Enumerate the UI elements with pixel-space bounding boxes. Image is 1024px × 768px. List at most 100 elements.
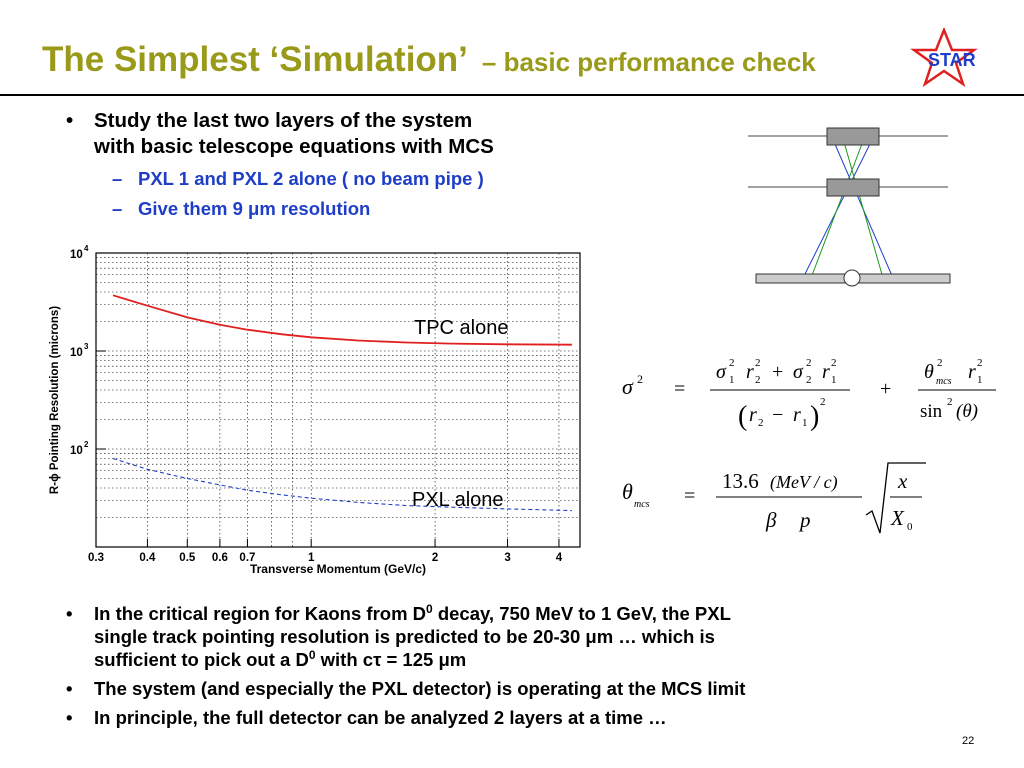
sub-bullet-1-text: PXL 1 and PXL 2 alone ( no beam pipe ) bbox=[138, 168, 484, 189]
f2-lhs-sub: mcs bbox=[634, 499, 650, 510]
y-tick-label: 10 bbox=[70, 445, 83, 457]
x-tick-label: 0.7 bbox=[239, 552, 255, 564]
series-line-tpc bbox=[112, 294, 572, 346]
track-blue-2 bbox=[827, 127, 894, 279]
f2-beta: β bbox=[765, 508, 777, 532]
bullet-glyph: • bbox=[66, 678, 73, 699]
series-label-pxl: PXL alone bbox=[412, 489, 504, 511]
f1-den-rparen: ) bbox=[810, 401, 819, 432]
b1-l3-pre: sufficient to pick out a D bbox=[94, 649, 309, 670]
y-tick-label: 10 bbox=[70, 249, 83, 261]
f2-X0-sub: 0 bbox=[907, 521, 913, 533]
f1-lhs-exp: 2 bbox=[637, 372, 643, 386]
f1-num-sigma1: σ bbox=[716, 361, 727, 383]
pxl-layer-1 bbox=[826, 178, 880, 197]
track-blue-1 bbox=[802, 127, 879, 279]
f1-num-sigma2-sub: 2 bbox=[806, 374, 812, 386]
chart-grid bbox=[95, 253, 580, 547]
top-bullet-list: • Study the last two layers of the syste… bbox=[66, 108, 626, 228]
b1-l2-post: m … which is bbox=[596, 626, 715, 647]
bottom-bullet-3-text: In principle, the full detector can be a… bbox=[94, 707, 667, 728]
logo-star-icon bbox=[910, 28, 978, 88]
b1-l1-post: decay, 750 MeV to 1 GeV, the PXL bbox=[432, 603, 731, 624]
formula-theta-mcs: θ mcs = 13.6 (MeV / c) β p x X 0 bbox=[622, 462, 926, 534]
dash-glyph: – bbox=[112, 198, 123, 219]
f2-p: p bbox=[798, 508, 811, 532]
pxl-layer-2 bbox=[826, 127, 880, 146]
b1-l3-eq: = 125 bbox=[381, 649, 439, 670]
x-tick-label: 0.4 bbox=[139, 552, 156, 564]
bullet-glyph: • bbox=[66, 707, 73, 728]
f1-num-sigma1-exp: 2 bbox=[729, 357, 735, 369]
f2-units: (MeV / c) bbox=[770, 472, 838, 493]
f1-num-sigma2-exp: 2 bbox=[806, 357, 812, 369]
telescope-diagram bbox=[748, 127, 951, 287]
f1-sin-exp: 2 bbox=[947, 396, 953, 408]
y-tick-exponent: 3 bbox=[84, 342, 89, 351]
f2-x: x bbox=[897, 469, 908, 493]
x-tick-label: 3 bbox=[504, 552, 510, 564]
f1-eq: = bbox=[674, 378, 685, 400]
y-tick-exponent: 4 bbox=[84, 245, 89, 253]
top-sub-list: – PXL 1 and PXL 2 alone ( no beam pipe )… bbox=[94, 166, 626, 222]
sub-bullet-2: – Give them 9 μm resolution bbox=[94, 196, 626, 222]
f2-lhs: θ bbox=[622, 479, 633, 504]
bullet-glyph: • bbox=[66, 109, 74, 132]
x-axis-label: Transverse Momentum (GeV/c) bbox=[250, 562, 426, 576]
f1-den-r2: r bbox=[749, 404, 757, 426]
formula-sigma: σ 2 = σ 2 1 r 2 2 + σ 2 2 r 2 1 ( r 2 − … bbox=[622, 357, 996, 432]
f1-r1b-exp: 2 bbox=[977, 357, 983, 369]
title-divider bbox=[0, 94, 1024, 96]
y-tick-label: 10 bbox=[70, 347, 83, 359]
f1-num-r1-sub: 1 bbox=[831, 374, 837, 386]
b1-l1-pre: In the critical region for Kaons from D bbox=[94, 603, 427, 624]
f1-den-exp: 2 bbox=[820, 396, 826, 408]
sub-bullet-2-post: m resolution bbox=[259, 198, 371, 219]
b1-l2-pre: single track pointing resolution is pred… bbox=[94, 626, 586, 647]
f2-num: 13.6 bbox=[722, 469, 759, 493]
top-bullet-1-line1: Study the last two layers of the system bbox=[94, 109, 473, 132]
f1-r1b: r bbox=[968, 361, 976, 383]
page-number: 22 bbox=[962, 735, 975, 747]
series-label-tpc: TPC alone bbox=[414, 317, 509, 339]
y-tick-exponent: 2 bbox=[84, 440, 89, 449]
b1-l3-sup: 0 bbox=[308, 647, 316, 662]
f1-num-sigma2: σ bbox=[793, 361, 804, 383]
bullet-glyph: • bbox=[66, 603, 73, 624]
series-line-pxl bbox=[112, 457, 572, 512]
star-logo: STAR bbox=[910, 28, 978, 88]
dash-glyph: – bbox=[112, 168, 123, 189]
title-subtitle: – basic performance check bbox=[481, 47, 816, 77]
chart-series bbox=[112, 294, 572, 512]
f1-r1b-sub: 1 bbox=[977, 374, 983, 386]
plot-frame bbox=[95, 252, 581, 548]
b1-l3-tau: τ bbox=[373, 649, 382, 670]
x-tick-label: 1 bbox=[308, 552, 315, 564]
f1-den-r2-sub: 2 bbox=[758, 417, 764, 429]
bottom-bullet-3: • In principle, the full detector can be… bbox=[66, 706, 946, 729]
bottom-bullet-2: • The system (and especially the PXL det… bbox=[66, 677, 946, 700]
track-green-2 bbox=[839, 127, 884, 279]
f1-num-sigma1-sub: 1 bbox=[729, 374, 735, 386]
f1-num-r2: r bbox=[746, 361, 754, 383]
logo-text: STAR bbox=[928, 50, 976, 70]
f1-theta: θ bbox=[924, 361, 934, 383]
x-tick-label: 4 bbox=[556, 552, 563, 564]
sub-bullet-1: – PXL 1 and PXL 2 alone ( no beam pipe ) bbox=[94, 166, 626, 192]
f2-X0: X bbox=[890, 506, 905, 530]
f1-sin: sin bbox=[920, 401, 943, 422]
f1-num-plus: + bbox=[772, 361, 783, 383]
f1-den-lparen: ( bbox=[738, 401, 747, 432]
x-tick-label: 0.3 bbox=[88, 552, 104, 564]
bottom-bullet-1: • In the critical region for Kaons from … bbox=[66, 602, 946, 671]
f1-den-r1: r bbox=[793, 404, 801, 426]
f1-num-r1-exp: 2 bbox=[831, 357, 837, 369]
b1-l1-sup: 0 bbox=[426, 601, 433, 616]
f1-theta-exp: 2 bbox=[937, 357, 943, 369]
f1-theta-sub: mcs bbox=[936, 376, 952, 387]
f1-plus: + bbox=[880, 378, 891, 400]
f1-num-r2-exp: 2 bbox=[755, 357, 761, 369]
f1-den-minus: − bbox=[772, 404, 783, 426]
